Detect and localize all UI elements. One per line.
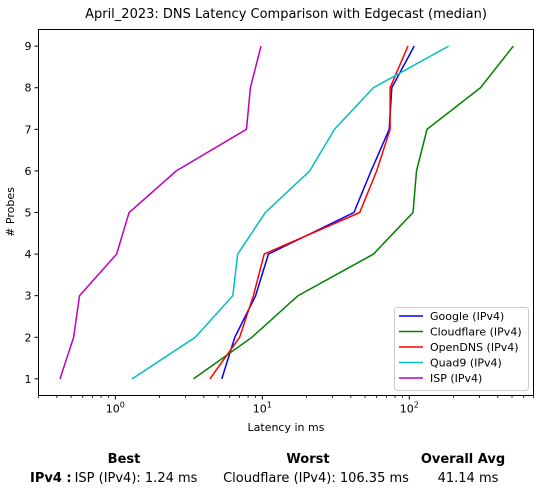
axes-ticks: 1 2 3 4 5 6 7 8 9 100 101 102 (25, 40, 534, 416)
series-line-1 (221, 45, 415, 380)
summary-panel: Best Worst Overall Avg IPv4 : ISP (IPv4)… (0, 448, 541, 494)
x-tick-label: 101 (253, 401, 272, 416)
y-tick-label: 5 (25, 207, 32, 220)
y-tick-label: 4 (25, 248, 32, 261)
y-tick-label: 9 (25, 40, 32, 53)
overall-avg-header: Overall Avg (420, 452, 506, 467)
legend-label-3: OpenDNS (IPv4) (430, 341, 519, 354)
legend-label-5: ISP (IPv4) (430, 372, 482, 385)
x-tick-label: 102 (400, 401, 419, 416)
best-header: Best (107, 452, 141, 467)
series-line-5 (59, 45, 262, 380)
legend-box (394, 307, 529, 391)
legend: Google (IPv4) Cloudflare (IPv4) OpenDNS (I… (394, 307, 529, 391)
series-line-4 (131, 45, 449, 380)
overall-avg-value: 41.14 ms (437, 471, 499, 486)
series-line-3 (209, 45, 409, 380)
legend-label-1: Google (IPv4) (430, 310, 504, 323)
x-axis-label: Latency in ms (248, 421, 325, 434)
chart-title: April_2023: DNS Latency Comparison with … (85, 7, 487, 22)
chart: April_2023: DNS Latency Comparison with … (4, 7, 534, 434)
y-tick-label: 2 (25, 331, 32, 344)
plot-lines (59, 45, 514, 380)
y-axis-label: # Probes (4, 187, 17, 237)
legend-label-4: Quad9 (IPv4) (430, 357, 502, 370)
x-tick-label: 100 (106, 401, 125, 416)
y-tick-label: 6 (25, 165, 32, 178)
ipv4-row-label: IPv4 : (30, 471, 72, 486)
y-tick-label: 8 (25, 82, 32, 95)
best-value: ISP (IPv4): 1.24 ms (74, 471, 198, 486)
worst-value: Cloudflare (IPv4): 106.35 ms (223, 471, 409, 486)
legend-items: Google (IPv4) Cloudflare (IPv4) OpenDNS (I… (399, 310, 522, 385)
legend-label-2: Cloudflare (IPv4) (430, 326, 522, 339)
y-tick-label: 7 (25, 123, 32, 136)
y-tick-label: 1 (25, 373, 32, 386)
worst-header: Worst (286, 452, 330, 467)
y-tick-label: 3 (25, 290, 32, 303)
series-line-2 (193, 45, 514, 380)
